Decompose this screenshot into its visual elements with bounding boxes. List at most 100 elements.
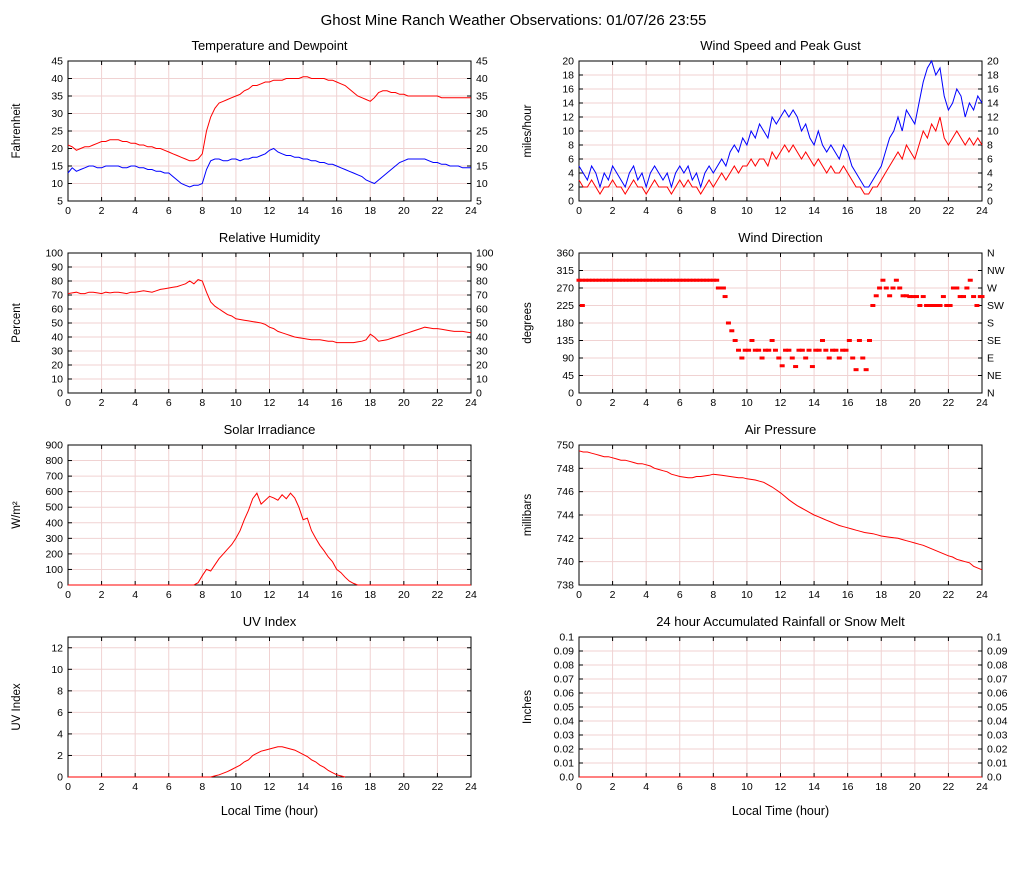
svg-text:2: 2 [610, 589, 616, 601]
svg-text:0: 0 [576, 397, 582, 409]
svg-text:6: 6 [166, 397, 172, 409]
svg-text:2: 2 [99, 205, 105, 217]
svg-text:0: 0 [65, 589, 71, 601]
svg-text:14: 14 [297, 205, 309, 217]
svg-text:0.1: 0.1 [559, 632, 574, 644]
svg-text:Local Time (hour): Local Time (hour) [221, 804, 318, 818]
svg-text:25: 25 [51, 126, 63, 138]
svg-text:60: 60 [476, 304, 488, 316]
svg-text:12: 12 [775, 205, 787, 217]
svg-text:14: 14 [808, 589, 820, 601]
svg-text:24: 24 [976, 781, 988, 793]
svg-text:10: 10 [741, 589, 753, 601]
svg-text:16: 16 [987, 84, 999, 96]
svg-text:12: 12 [987, 112, 999, 124]
svg-text:Temperature and Dewpoint: Temperature and Dewpoint [191, 38, 347, 53]
svg-text:90: 90 [562, 353, 574, 365]
svg-text:N: N [987, 388, 995, 400]
svg-text:0: 0 [568, 196, 574, 208]
svg-text:16: 16 [842, 397, 854, 409]
svg-text:10: 10 [476, 374, 488, 386]
svg-text:90: 90 [476, 262, 488, 274]
svg-text:10: 10 [51, 178, 63, 190]
svg-text:22: 22 [943, 781, 955, 793]
svg-text:0: 0 [57, 772, 63, 784]
svg-text:742: 742 [556, 533, 574, 545]
svg-text:30: 30 [51, 346, 63, 358]
svg-text:N: N [987, 248, 995, 260]
svg-text:4: 4 [643, 781, 649, 793]
svg-text:degrees: degrees [522, 302, 534, 344]
svg-text:8: 8 [199, 205, 205, 217]
svg-text:0.02: 0.02 [554, 744, 575, 756]
svg-text:18: 18 [364, 589, 376, 601]
svg-text:Air Pressure: Air Pressure [745, 422, 817, 437]
svg-text:SE: SE [987, 335, 1001, 347]
svg-text:8: 8 [568, 140, 574, 152]
svg-text:Inches: Inches [522, 690, 534, 724]
svg-text:45: 45 [476, 56, 488, 68]
svg-text:30: 30 [476, 108, 488, 120]
svg-text:6: 6 [677, 589, 683, 601]
svg-text:0.01: 0.01 [987, 758, 1008, 770]
svg-text:24: 24 [465, 781, 477, 793]
svg-text:6: 6 [166, 589, 172, 601]
svg-text:22: 22 [943, 205, 955, 217]
svg-text:12: 12 [562, 112, 574, 124]
svg-text:270: 270 [556, 283, 574, 295]
svg-text:4: 4 [643, 589, 649, 601]
svg-text:0: 0 [57, 580, 63, 592]
svg-text:0.07: 0.07 [987, 674, 1008, 686]
svg-text:0.02: 0.02 [987, 744, 1008, 756]
svg-text:16: 16 [331, 781, 343, 793]
svg-text:22: 22 [432, 205, 444, 217]
svg-text:10: 10 [741, 397, 753, 409]
svg-text:14: 14 [297, 397, 309, 409]
svg-text:180: 180 [556, 318, 574, 330]
svg-text:22: 22 [943, 589, 955, 601]
svg-text:6: 6 [987, 154, 993, 166]
svg-text:0: 0 [576, 781, 582, 793]
svg-text:800: 800 [45, 455, 63, 467]
svg-text:200: 200 [45, 548, 63, 560]
svg-text:900: 900 [45, 440, 63, 452]
svg-text:80: 80 [51, 276, 63, 288]
svg-text:746: 746 [556, 486, 574, 498]
svg-text:0.03: 0.03 [554, 730, 575, 742]
svg-text:14: 14 [297, 589, 309, 601]
svg-text:24: 24 [465, 205, 477, 217]
svg-text:8: 8 [199, 589, 205, 601]
svg-text:18: 18 [364, 205, 376, 217]
svg-text:0.0: 0.0 [987, 772, 1002, 784]
svg-text:738: 738 [556, 580, 574, 592]
svg-text:2: 2 [99, 397, 105, 409]
svg-text:18: 18 [562, 70, 574, 82]
svg-text:S: S [987, 318, 994, 330]
svg-text:135: 135 [556, 335, 574, 347]
svg-text:16: 16 [842, 589, 854, 601]
svg-text:20: 20 [398, 589, 410, 601]
svg-text:2: 2 [610, 205, 616, 217]
svg-text:0.04: 0.04 [987, 716, 1008, 728]
svg-text:UV Index: UV Index [11, 683, 23, 731]
svg-text:8: 8 [199, 397, 205, 409]
svg-text:6: 6 [166, 205, 172, 217]
svg-text:10: 10 [741, 781, 753, 793]
svg-text:NE: NE [987, 370, 1002, 382]
svg-text:40: 40 [476, 332, 488, 344]
svg-text:0: 0 [57, 388, 63, 400]
svg-text:12: 12 [775, 589, 787, 601]
svg-text:12: 12 [775, 397, 787, 409]
svg-text:40: 40 [51, 332, 63, 344]
svg-text:18: 18 [364, 397, 376, 409]
svg-text:20: 20 [909, 397, 921, 409]
svg-text:2: 2 [99, 781, 105, 793]
svg-text:4: 4 [643, 205, 649, 217]
svg-text:45: 45 [51, 56, 63, 68]
svg-text:4: 4 [132, 205, 138, 217]
svg-text:20: 20 [51, 143, 63, 155]
svg-text:5: 5 [57, 196, 63, 208]
svg-text:4: 4 [643, 397, 649, 409]
